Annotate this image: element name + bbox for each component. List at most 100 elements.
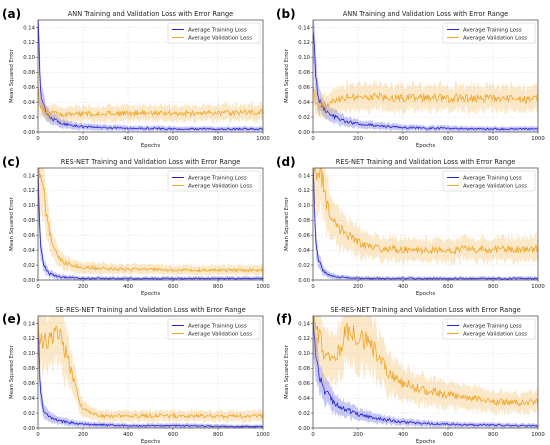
- legend: Average Training Loss Average Validation …: [167, 22, 261, 44]
- legend-entry: Average Training Loss: [188, 27, 247, 33]
- axes-frame: [312, 19, 539, 133]
- y-tick-label: 0.04: [298, 248, 310, 254]
- legend: Average Training Loss Average Validation …: [167, 318, 261, 340]
- x-tick-label: 200: [353, 284, 364, 290]
- series-line-training: [38, 20, 263, 131]
- y-tick-label: 0.10: [23, 203, 35, 209]
- error-band-training: [313, 20, 538, 132]
- series-line-training: [38, 323, 263, 428]
- y-tick-label: 0.10: [298, 55, 310, 61]
- y-tick-label: 0.14: [23, 173, 35, 179]
- series-line-validation: [313, 168, 538, 256]
- y-tick-label: 0.06: [298, 233, 310, 239]
- x-tick-label: 800: [488, 284, 499, 290]
- y-tick-label: 0.04: [23, 248, 35, 254]
- axes-frame: [312, 315, 539, 429]
- y-tick-label: 0.12: [298, 336, 310, 342]
- chart-title: RES-NET Training and Validation Loss wit…: [61, 158, 241, 166]
- x-tick-label: 1000: [531, 432, 545, 438]
- chart-title: RES-NET Training and Validation Loss wit…: [336, 158, 516, 166]
- y-tick-label: 0.14: [23, 25, 35, 31]
- legend: Average Training Loss Average Validation …: [442, 318, 536, 340]
- legend-entry: Average Validation Loss: [188, 331, 252, 337]
- legend: Average Training Loss Average Validation …: [442, 22, 536, 44]
- series-line-validation: [313, 316, 538, 407]
- y-tick-label: 0.02: [298, 263, 310, 269]
- legend-entry: Average Validation Loss: [463, 331, 527, 337]
- plot-area: [313, 20, 538, 132]
- y-tick-label: 0.06: [23, 381, 35, 387]
- series-line-training: [313, 31, 538, 131]
- x-tick-label: 600: [443, 136, 454, 142]
- y-tick-label: 0.12: [298, 40, 310, 46]
- x-tick-label: 800: [488, 432, 499, 438]
- y-axis-label: Mean Squared Error: [284, 48, 290, 102]
- y-tick-label: 0.08: [23, 218, 35, 224]
- y-tick-label: 0.12: [298, 188, 310, 194]
- y-axis-label: Mean Squared Error: [9, 48, 15, 102]
- legend: Average Training Loss Average Validation …: [167, 170, 261, 192]
- x-tick-label: 600: [443, 432, 454, 438]
- x-tick-label: 1000: [531, 284, 545, 290]
- y-tick-label: 0.08: [23, 366, 35, 372]
- x-tick-label: 600: [168, 136, 179, 142]
- y-tick-label: 0.02: [23, 411, 35, 417]
- y-tick-label: 0.14: [23, 321, 35, 327]
- x-axis-label: Epochs: [416, 291, 436, 297]
- legend-entry: Average Validation Loss: [188, 183, 252, 189]
- y-tick-label: 0.14: [298, 321, 310, 327]
- x-axis-label: Epochs: [416, 143, 436, 149]
- x-tick-label: 1000: [531, 136, 545, 142]
- legend-entry: Average Training Loss: [188, 175, 247, 181]
- y-tick-label: 0.10: [298, 351, 310, 357]
- y-axis-label: Mean Squared Error: [284, 344, 290, 398]
- error-band-validation: [38, 168, 263, 277]
- x-tick-label: 200: [353, 432, 364, 438]
- x-tick-label: 0: [311, 432, 315, 438]
- y-tick-label: 0.10: [23, 55, 35, 61]
- chart-panel-d: (d) RES-NET Training and Validation Loss …: [276, 155, 545, 297]
- axes-frame: [37, 167, 264, 281]
- error-band-validation: [38, 68, 263, 125]
- y-tick-label: 0.04: [298, 396, 310, 402]
- chart-title: SE-RES-NET Training and Validation Loss …: [55, 306, 245, 314]
- plot-area: [38, 20, 263, 132]
- y-tick-label: 0.00: [298, 426, 310, 432]
- chart-panel-c: (c) RES-NET Training and Validation Loss …: [2, 155, 270, 297]
- error-band-training: [38, 20, 263, 132]
- legend-entry: Average Training Loss: [188, 323, 247, 329]
- series-line-training: [313, 316, 538, 427]
- y-tick-label: 0.14: [298, 173, 310, 179]
- legend-entry: Average Validation Loss: [188, 35, 252, 41]
- legend-box: [442, 318, 536, 340]
- y-axis-label: Mean Squared Error: [284, 196, 290, 250]
- y-tick-label: 0.08: [298, 70, 310, 76]
- y-tick-label: 0.06: [298, 381, 310, 387]
- x-tick-label: 1000: [256, 136, 270, 142]
- x-tick-label: 400: [398, 284, 409, 290]
- x-tick-label: 0: [311, 284, 315, 290]
- series-line-validation: [313, 89, 538, 109]
- x-tick-label: 1000: [256, 284, 270, 290]
- series-line-training: [38, 170, 263, 280]
- y-tick-label: 0.00: [298, 130, 310, 136]
- x-tick-label: 600: [168, 432, 179, 438]
- y-tick-label: 0.08: [298, 218, 310, 224]
- series-line-validation: [38, 85, 263, 118]
- x-tick-label: 0: [311, 136, 315, 142]
- legend-box: [442, 170, 536, 192]
- panel-letter: (c): [2, 155, 20, 169]
- error-band-validation: [38, 316, 263, 424]
- x-axis-label: Epochs: [141, 143, 161, 149]
- x-tick-label: 800: [213, 432, 224, 438]
- plot-area: [38, 168, 263, 280]
- y-tick-label: 0.08: [23, 70, 35, 76]
- x-axis-label: Epochs: [416, 439, 436, 445]
- legend-box: [167, 170, 261, 192]
- y-tick-label: 0.08: [298, 366, 310, 372]
- x-tick-label: 400: [123, 136, 134, 142]
- x-tick-label: 400: [398, 136, 409, 142]
- y-tick-label: 0.02: [298, 115, 310, 121]
- x-tick-label: 0: [36, 136, 40, 142]
- y-tick-label: 0.06: [23, 233, 35, 239]
